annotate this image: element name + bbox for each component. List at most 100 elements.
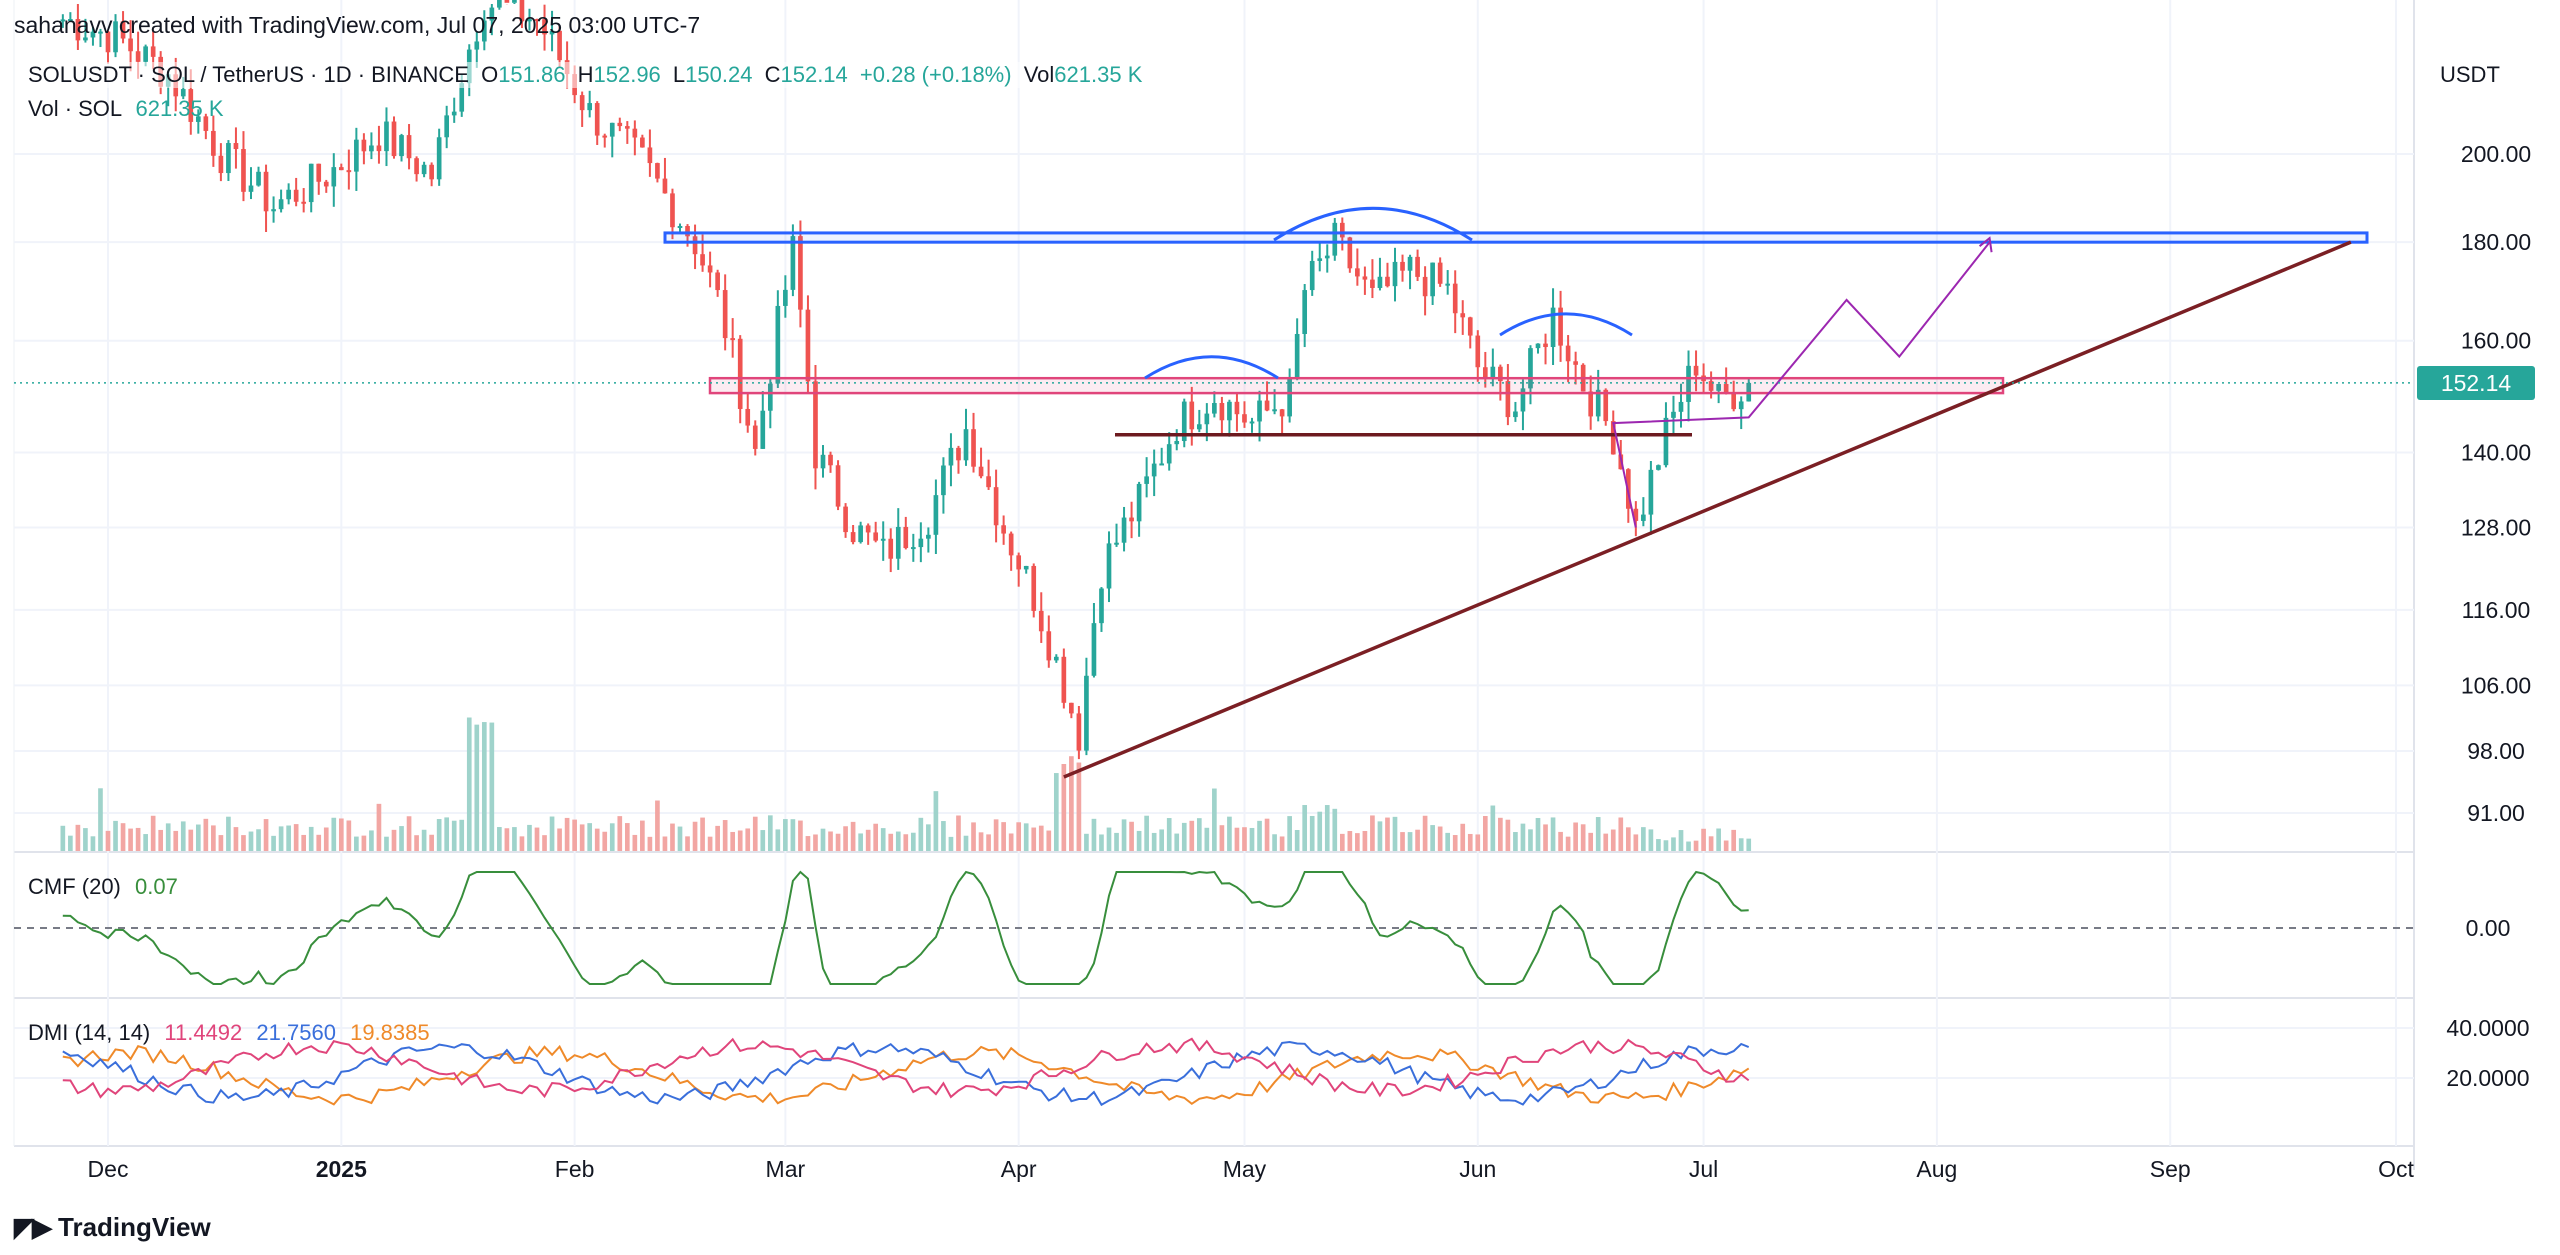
- volume-bar: [165, 823, 171, 851]
- candle-body: [1565, 345, 1571, 362]
- volume-bar: [1625, 827, 1631, 851]
- volume-bar: [835, 833, 841, 851]
- candle-body: [1272, 409, 1277, 412]
- volume-bar: [1716, 828, 1721, 851]
- last-price-tag: 152.14: [2417, 366, 2535, 400]
- candle-body: [1385, 276, 1390, 287]
- candle-body: [790, 236, 796, 290]
- ascending-trendline: [1063, 240, 2352, 779]
- x-tick-label: Mar: [766, 1156, 806, 1182]
- volume-bar: [316, 834, 322, 851]
- volume-bar: [843, 826, 848, 851]
- candle-body: [1656, 465, 1661, 470]
- candle-body: [180, 89, 186, 97]
- volume-bar: [1099, 834, 1104, 851]
- volume-legend[interactable]: Vol · SOL 621.35 K: [28, 96, 224, 122]
- volume-bar: [948, 836, 954, 851]
- volume-bar: [873, 823, 879, 851]
- volume-bar: [1385, 817, 1390, 851]
- candle-body: [384, 121, 389, 152]
- close-value: 152.14: [780, 62, 848, 87]
- currency-label[interactable]: USDT: [2440, 62, 2500, 87]
- candle-body: [1196, 424, 1202, 430]
- candle-body: [1294, 333, 1300, 379]
- volume-bar: [1746, 838, 1752, 851]
- volume-bar: [1106, 827, 1112, 851]
- candle-body: [1129, 517, 1134, 522]
- volume-bar: [1008, 833, 1014, 851]
- volume-bar: [60, 825, 66, 851]
- volume-bar: [1731, 829, 1737, 851]
- volume-bar: [828, 831, 833, 851]
- cmf-legend[interactable]: CMF (20) 0.07: [28, 874, 178, 900]
- volume-bar: [1249, 827, 1255, 851]
- candle-body: [504, 0, 510, 3]
- x-tick-label: 2025: [316, 1156, 367, 1182]
- volume-bar: [858, 833, 863, 851]
- volume-bar: [1558, 831, 1563, 851]
- candle-body: [1136, 483, 1142, 522]
- volume-bar: [1242, 827, 1247, 851]
- candle-body: [685, 226, 690, 237]
- candle-body: [113, 21, 118, 53]
- candle-body: [549, 30, 555, 35]
- candle-body: [293, 189, 299, 202]
- volume-bar: [1520, 823, 1526, 851]
- candle-body: [1008, 533, 1014, 556]
- candle-body: [1558, 307, 1563, 346]
- volume-bar: [1144, 815, 1149, 851]
- volume-bar: [1001, 822, 1006, 851]
- y-tick-label: 180.00: [2461, 229, 2531, 255]
- candle-body: [1550, 307, 1556, 348]
- volume-bar: [263, 819, 269, 851]
- symbol-legend[interactable]: SOLUSDT · SOL / TetherUS · 1D · BINANCE …: [28, 62, 1143, 88]
- volume-bar: [956, 815, 961, 851]
- volume-bar: [421, 829, 427, 851]
- volume-bar: [1400, 832, 1405, 851]
- candle-body: [835, 465, 841, 507]
- volume-bar: [1377, 821, 1383, 851]
- volume-bar: [790, 819, 796, 851]
- tradingview-logo[interactable]: ◤▶ TradingView: [14, 1212, 211, 1243]
- candle-body: [1543, 343, 1548, 348]
- volume-bar: [933, 791, 939, 851]
- volume-bar: [188, 829, 194, 851]
- volume-bar: [1543, 824, 1548, 851]
- volume-bar: [655, 800, 660, 851]
- volume-bar: [542, 835, 547, 851]
- candle-body: [1678, 401, 1684, 412]
- candle-body: [459, 83, 465, 112]
- volume-bar: [1528, 829, 1533, 851]
- volume-bar: [986, 834, 991, 851]
- volume-bar: [1166, 818, 1172, 851]
- adx-value: 19.8385: [350, 1020, 430, 1045]
- candle-body: [1535, 343, 1541, 349]
- candle-body: [579, 95, 585, 111]
- volume-bar: [1460, 823, 1466, 851]
- projection-path: [1612, 241, 1991, 528]
- candle-body: [722, 290, 728, 339]
- volume-bar: [700, 817, 705, 851]
- volume-bar: [813, 834, 818, 851]
- candle-body: [338, 167, 344, 171]
- volume-bar: [1317, 811, 1323, 851]
- dmi-legend[interactable]: DMI (14, 14) 11.4492 21.7560 19.8385: [28, 1020, 430, 1046]
- candle-body: [1723, 384, 1729, 394]
- volume-bar: [1324, 805, 1330, 851]
- candle-body: [1279, 409, 1285, 417]
- candle-body: [1731, 393, 1737, 410]
- candle-body: [707, 265, 713, 273]
- volume-bar: [1595, 817, 1601, 851]
- volume-bar: [150, 815, 156, 851]
- candle-body: [1482, 367, 1488, 378]
- volume-bar: [135, 827, 141, 851]
- volume-bar: [1151, 832, 1157, 851]
- candle-body: [1324, 255, 1330, 259]
- candles: [60, 0, 1752, 760]
- volume-bar: [293, 824, 299, 851]
- volume-bar: [414, 835, 419, 851]
- projection-arrowhead: [1978, 236, 1993, 253]
- volume-bar: [1482, 816, 1488, 851]
- volume-bar: [1550, 817, 1556, 851]
